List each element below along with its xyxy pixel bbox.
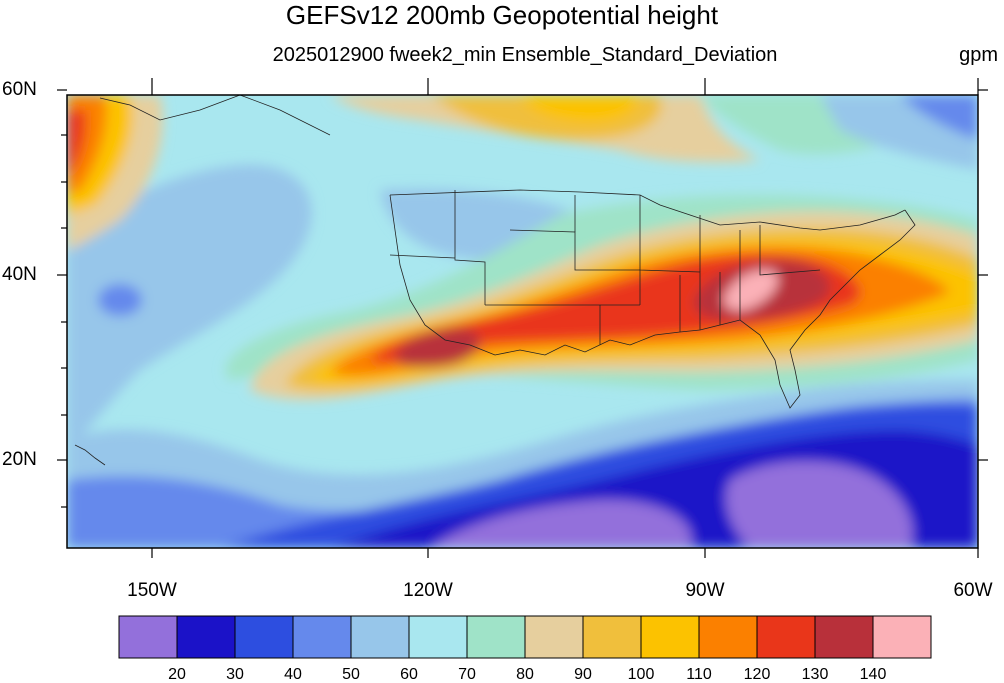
- colorbar-swatch: [118, 615, 178, 659]
- colorbar-swatch: [640, 615, 700, 659]
- coastline-lines: [74, 95, 916, 466]
- colorbar-swatch: [698, 615, 758, 659]
- colorbar-tick-label: 100: [627, 666, 655, 683]
- lon-label-120w: 120W: [403, 580, 453, 601]
- lon-label-150w: 150W: [127, 580, 177, 601]
- lon-label-90w: 90W: [685, 580, 725, 601]
- lat-label-20n: 20N: [2, 449, 37, 470]
- colorbar-tick-label: 60: [400, 666, 418, 683]
- axis-ticks: [57, 78, 988, 558]
- lat-label-40n: 40N: [2, 264, 37, 285]
- map-subtitle: 2025012900 fweek2_min Ensemble_Standard_…: [272, 44, 778, 66]
- map-title: GEFSv12 200mb Geopotential height: [285, 0, 719, 30]
- colorbar-tick-label: 140: [859, 666, 887, 683]
- colorbar-swatch: [234, 615, 294, 659]
- colorbar-swatch: [814, 615, 874, 659]
- colorbar-swatch: [408, 615, 468, 659]
- colorbar-swatch: [350, 615, 410, 659]
- colorbar-swatch: [176, 615, 236, 659]
- colorbar-tick-label: 90: [574, 666, 592, 683]
- colorbar-swatch: [466, 615, 526, 659]
- colorbar: [118, 615, 932, 659]
- colorbar-tick-label: 40: [284, 666, 302, 683]
- colorbar-tick-label: 20: [168, 666, 186, 683]
- colorbar-swatch: [524, 615, 584, 659]
- lon-label-60w: 60W: [953, 580, 993, 601]
- colorbar-tick-label: 30: [226, 666, 244, 683]
- colorbar-swatch: [582, 615, 642, 659]
- contour-field: [67, 95, 978, 548]
- colorbar-tick-label: 50: [342, 666, 360, 683]
- colorbar-tick-label: 130: [801, 666, 829, 683]
- colorbar-tick-label: 80: [516, 666, 534, 683]
- colorbar-swatch: [872, 615, 932, 659]
- colorbar-swatch: [292, 615, 352, 659]
- units-label: gpm: [959, 44, 998, 66]
- colorbar-tick-label: 120: [743, 666, 771, 683]
- colorbar-tick-label: 110: [686, 666, 712, 683]
- colorbar-tick-label: 70: [458, 666, 476, 683]
- colorbar-swatch: [756, 615, 816, 659]
- lat-label-60n: 60N: [2, 79, 37, 100]
